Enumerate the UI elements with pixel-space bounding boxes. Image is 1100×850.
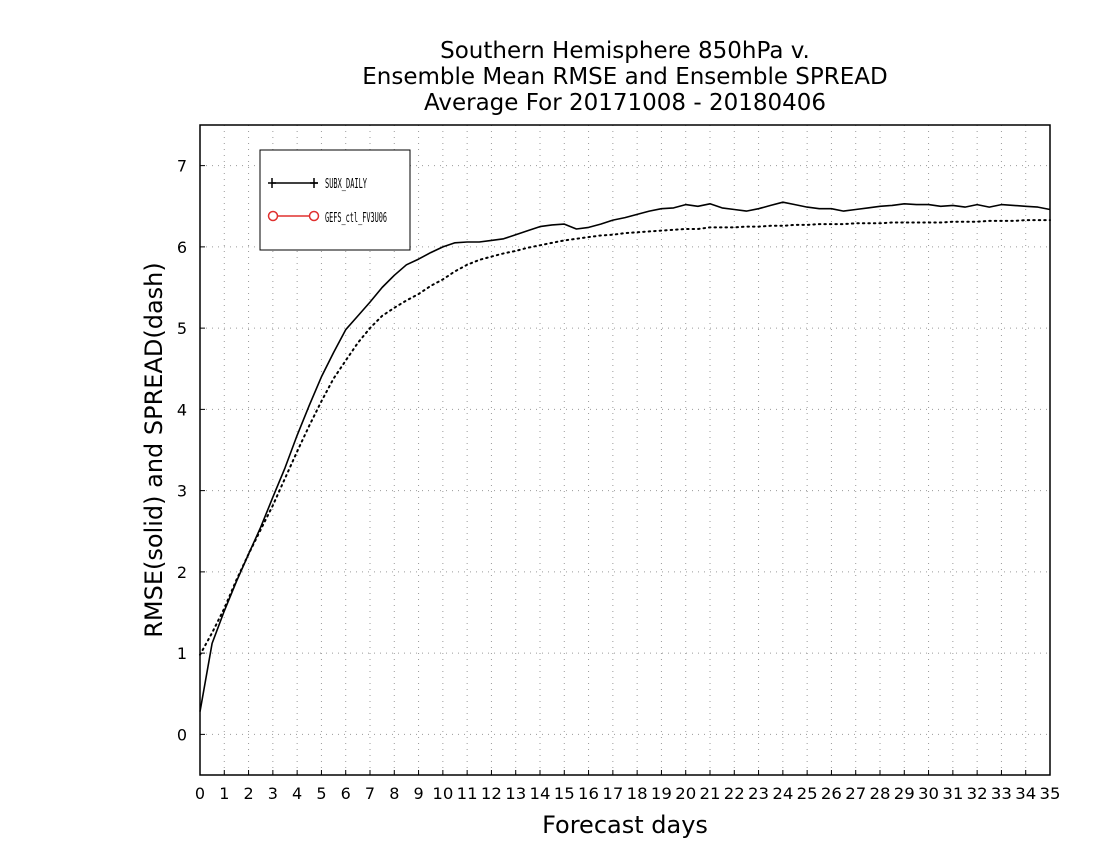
title-line-2: Ensemble Mean RMSE and Ensemble SPREAD (362, 64, 887, 90)
title-line-3: Average For 20171008 - 20180406 (424, 90, 826, 116)
x-tick-label: 8 (389, 784, 399, 803)
x-tick-label: 0 (195, 784, 205, 803)
x-tick-label: 12 (481, 784, 502, 803)
x-tick-label: 30 (918, 784, 939, 803)
y-tick-label: 2 (177, 563, 187, 582)
x-tick-label: 6 (341, 784, 351, 803)
grid-lines (200, 125, 1050, 775)
x-tick-label: 31 (942, 784, 963, 803)
x-tick-label: 33 (991, 784, 1012, 803)
x-tick-label: 23 (748, 784, 769, 803)
x-axis-ticks: 0 1 2 3 4 5 6 7 8 9 10 11 12 13 14 15 16 17 18 19 20 21 22 23 24… (195, 770, 1061, 803)
x-tick-label: 18 (627, 784, 648, 803)
x-tick-label: 22 (724, 784, 745, 803)
series-line-spread (199, 219, 1051, 656)
x-tick-label: 10 (432, 784, 453, 803)
x-tick-label: 14 (530, 784, 551, 803)
x-tick-label: 26 (821, 784, 842, 803)
x-tick-label: 1 (219, 784, 229, 803)
series-layer (199, 201, 1051, 712)
x-tick-label: 21 (700, 784, 721, 803)
x-tick-label: 27 (845, 784, 866, 803)
x-tick-label: 35 (1040, 784, 1061, 803)
plot-frame (199, 124, 1051, 776)
x-axis-title: Forecast days (542, 811, 708, 839)
x-tick-label: 15 (554, 784, 575, 803)
y-tick-label: 3 (177, 482, 187, 501)
y-axis-title: RMSE(solid) and SPREAD(dash) (140, 262, 168, 638)
x-tick-label: 19 (651, 784, 672, 803)
x-tick-label: 7 (365, 784, 375, 803)
x-tick-label: 25 (797, 784, 818, 803)
x-tick-label: 29 (894, 784, 915, 803)
x-tick-label: 2 (243, 784, 253, 803)
x-tick-label: 28 (870, 784, 891, 803)
x-tick-label: 5 (316, 784, 326, 803)
legend-box (259, 149, 411, 251)
y-tick-label: 6 (177, 238, 187, 257)
x-tick-label: 13 (505, 784, 526, 803)
series-line-rmse (199, 201, 1051, 712)
title-line-1: Southern Hemisphere 850hPa v. (440, 38, 810, 64)
legend-item-subx: SUBX_DAILY (268, 177, 367, 192)
y-tick-label: 5 (177, 319, 187, 338)
legend-label-subx: SUBX_DAILY (325, 177, 367, 192)
y-axis-ticks: 0 1 2 3 4 5 6 7 (177, 157, 205, 744)
y-tick-label: 1 (177, 644, 187, 663)
y-tick-label: 4 (177, 400, 187, 419)
x-tick-label: 3 (268, 784, 278, 803)
chart-title: Southern Hemisphere 850hPa v. Ensemble M… (362, 38, 887, 116)
circle-marker-icon (267, 210, 279, 222)
x-tick-label: 16 (578, 784, 599, 803)
x-tick-label: 32 (967, 784, 988, 803)
x-tick-label: 11 (457, 784, 478, 803)
circle-marker-icon (308, 210, 320, 222)
legend-label-gefs: GEFS_ctl_FV3U06 (325, 211, 387, 226)
legend-item-gefs: GEFS_ctl_FV3U06 (267, 210, 387, 226)
x-tick-label: 34 (1015, 784, 1036, 803)
x-tick-label: 24 (772, 784, 793, 803)
y-tick-label: 0 (177, 725, 187, 744)
y-tick-label: 7 (177, 157, 187, 176)
x-tick-label: 20 (675, 784, 696, 803)
plus-marker-icon (268, 178, 318, 188)
x-tick-label: 4 (292, 784, 302, 803)
x-tick-label: 9 (413, 784, 423, 803)
legend: SUBX_DAILY GEFS_ctl_FV3U06 (259, 149, 411, 251)
x-tick-label: 17 (602, 784, 623, 803)
